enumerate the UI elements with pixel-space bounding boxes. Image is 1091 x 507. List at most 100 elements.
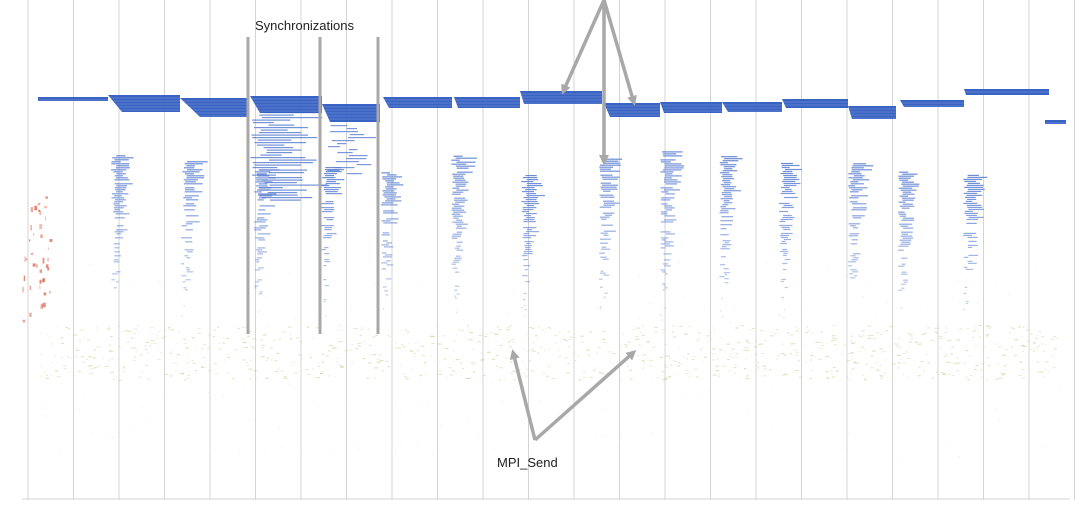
send-dot	[92, 357, 96, 359]
event-streak	[523, 259, 529, 261]
event-streak	[665, 273, 668, 275]
event-streak	[185, 173, 194, 175]
event-streak	[902, 203, 913, 205]
send-dot	[57, 326, 59, 328]
event-streak	[256, 249, 262, 251]
send-dot	[41, 322, 43, 324]
send-dot	[651, 431, 653, 433]
send-dot	[320, 373, 322, 375]
send-dot	[331, 347, 336, 349]
event-streak	[382, 308, 385, 310]
send-dot	[931, 339, 935, 341]
collective-block	[38, 97, 108, 101]
event-streak	[851, 209, 867, 211]
collective-block	[454, 97, 520, 108]
event-streak	[719, 264, 726, 266]
send-dot	[872, 349, 875, 351]
send-dot	[1051, 367, 1055, 369]
send-dot	[663, 412, 665, 414]
send-dot	[945, 353, 948, 355]
send-dot	[149, 345, 152, 347]
send-dot	[684, 333, 688, 335]
send-dot	[40, 375, 42, 377]
event-streak	[114, 159, 129, 161]
send-dot	[414, 343, 416, 344]
send-dot	[266, 359, 268, 361]
event-streak	[664, 205, 673, 207]
send-dot	[673, 360, 675, 362]
send-dot	[363, 340, 365, 342]
event-streak	[601, 218, 607, 220]
send-dot	[885, 330, 889, 332]
event-streak	[898, 289, 903, 291]
send-dot	[283, 377, 288, 379]
event-streak	[185, 267, 190, 269]
send-dot	[288, 383, 290, 385]
send-dot	[558, 355, 561, 357]
send-dot	[746, 375, 748, 377]
send-dot	[622, 333, 625, 335]
event-streak	[600, 174, 613, 176]
send-dot	[407, 331, 409, 333]
send-dot	[569, 401, 571, 403]
send-dot	[546, 364, 548, 366]
event-streak	[601, 158, 623, 160]
send-dot	[586, 349, 591, 351]
send-dot	[455, 359, 460, 360]
send-dot	[996, 280, 998, 282]
event-streak	[779, 314, 781, 317]
event-streak	[782, 254, 787, 257]
send-dot	[427, 400, 429, 402]
send-dot	[187, 374, 190, 376]
event-streak	[112, 193, 129, 195]
event-streak	[385, 294, 389, 296]
send-dot	[375, 334, 378, 336]
sync-event-line	[259, 169, 307, 171]
event-streak	[851, 203, 867, 205]
send-dot	[130, 347, 132, 349]
event-streak	[455, 201, 465, 203]
event-streak	[524, 315, 526, 317]
send-dot	[811, 370, 813, 372]
send-dot	[336, 361, 338, 363]
send-dot	[530, 370, 535, 372]
event-streak	[662, 263, 669, 265]
event-streak	[381, 244, 389, 246]
event-streak	[385, 188, 397, 190]
event-streak	[901, 241, 911, 243]
send-dot	[126, 341, 130, 343]
event-streak	[724, 278, 729, 280]
send-dot	[995, 408, 997, 410]
send-dot	[605, 409, 607, 410]
send-dot	[403, 373, 406, 375]
collective-block	[604, 103, 660, 117]
event-streak	[522, 209, 534, 211]
send-dot	[965, 376, 968, 378]
send-dot	[46, 334, 48, 336]
send-dot	[511, 373, 513, 375]
event-streak	[521, 181, 534, 183]
send-dot	[456, 334, 458, 336]
send-dot	[688, 378, 690, 380]
send-dot	[789, 334, 794, 336]
send-dot	[133, 359, 136, 361]
sync-event-line	[259, 132, 302, 134]
event-streak	[183, 197, 193, 199]
send-dot	[1010, 327, 1012, 329]
event-streak	[723, 178, 735, 180]
event-streak	[386, 198, 396, 200]
event-streak	[783, 252, 788, 255]
send-dot	[115, 376, 117, 378]
sync-event-line	[330, 131, 358, 133]
event-streak	[116, 191, 123, 193]
edge-mark	[39, 269, 43, 273]
event-streak	[721, 194, 733, 196]
event-streak	[719, 172, 730, 174]
send-dot	[564, 339, 568, 341]
send-dot	[844, 447, 846, 449]
send-dot	[747, 409, 749, 411]
send-dot	[567, 363, 570, 365]
event-streak	[781, 278, 787, 281]
event-streak	[660, 315, 662, 317]
event-streak	[661, 211, 668, 213]
